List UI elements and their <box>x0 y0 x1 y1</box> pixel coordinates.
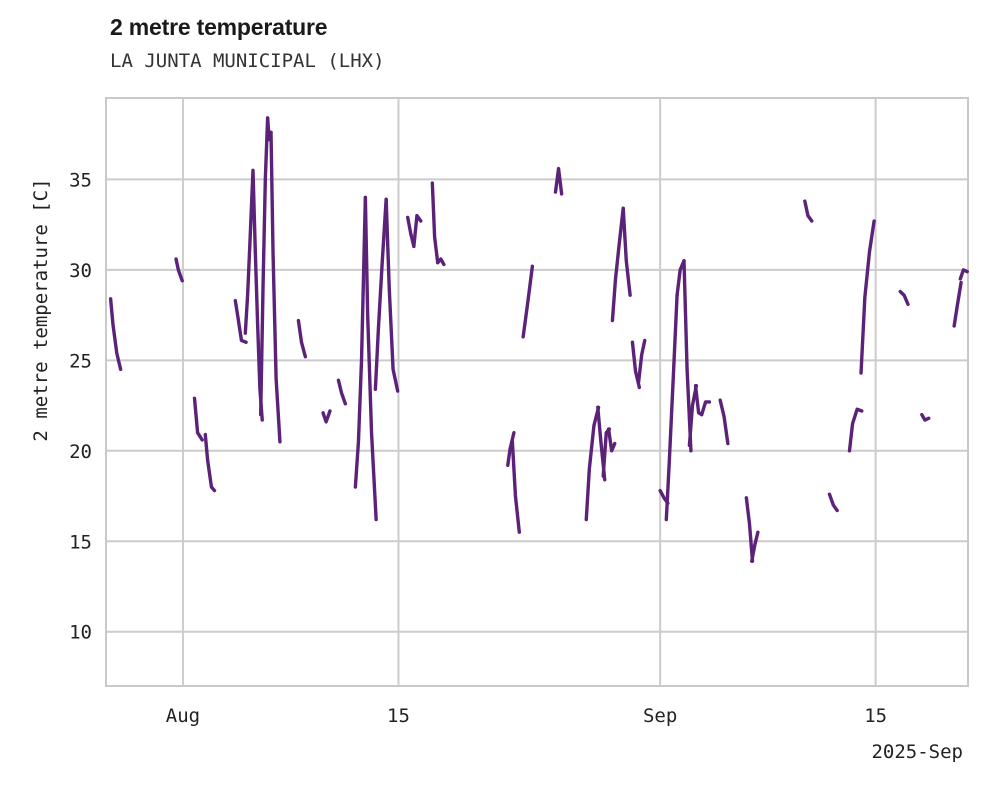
data-series-line <box>296 318 308 359</box>
data-series-line <box>243 168 258 335</box>
data-series-line <box>952 280 963 328</box>
data-series-line <box>412 213 423 249</box>
x-tick-label: Sep <box>643 705 677 727</box>
data-series-line <box>321 409 332 424</box>
chart-title: 2 metre temperature <box>110 14 328 40</box>
gridlines-group <box>106 98 968 686</box>
data-series-line <box>108 297 123 372</box>
data-series-line <box>920 412 931 422</box>
data-series-line <box>636 338 647 384</box>
y-tick-label: 30 <box>69 260 92 282</box>
data-series-line <box>847 407 864 453</box>
data-series-line <box>718 398 730 446</box>
data-series-line <box>621 206 632 297</box>
x-axis-label: 2025-Sep <box>871 741 963 763</box>
data-series-line <box>958 268 969 281</box>
y-tick-labels-group: 10 15 20 25 30 35 <box>69 169 92 643</box>
data-series-line <box>506 431 516 467</box>
data-series-line <box>436 257 446 267</box>
data-series-line <box>192 396 204 442</box>
data-series-line <box>174 257 184 283</box>
y-tick-label: 15 <box>69 531 92 553</box>
data-series-line <box>510 440 521 534</box>
chart-subtitle: LA JUNTA MUNICIPAL (LHX) <box>110 50 385 72</box>
data-series-line <box>827 492 839 513</box>
data-series-line <box>898 289 910 306</box>
data-series-line <box>693 383 704 417</box>
data-series-line <box>430 181 440 265</box>
data-series-line <box>750 530 760 563</box>
y-tick-label: 25 <box>69 350 92 372</box>
data-series-line <box>258 116 270 417</box>
x-tick-labels-group: Aug 15 Sep 15 <box>166 705 887 727</box>
data-series-line <box>373 197 388 391</box>
y-tick-label: 35 <box>69 169 92 191</box>
data-series-line <box>664 293 679 522</box>
data-series-line <box>353 195 368 489</box>
data-series-line <box>610 206 625 323</box>
plot-frame <box>105 97 969 687</box>
data-series-line <box>744 496 755 563</box>
data-series-line <box>384 197 400 393</box>
data-series-line <box>203 432 217 493</box>
data-series-line <box>700 400 712 417</box>
data-series-line <box>521 264 535 339</box>
x-tick-label: 15 <box>387 705 410 727</box>
data-series-line <box>606 427 617 453</box>
data-series-line <box>336 378 348 406</box>
data-series-line <box>859 219 876 375</box>
data-series-line <box>363 195 378 522</box>
x-tick-label: 15 <box>864 705 887 727</box>
data-lines-group <box>108 116 969 563</box>
x-tick-label: Aug <box>166 705 200 727</box>
data-series-line <box>584 405 601 522</box>
data-series-line <box>803 199 814 223</box>
data-series-line <box>269 130 282 444</box>
y-tick-label: 10 <box>69 622 92 644</box>
data-series-line <box>233 298 248 344</box>
y-tick-label: 20 <box>69 441 92 463</box>
data-series-line <box>553 166 564 196</box>
